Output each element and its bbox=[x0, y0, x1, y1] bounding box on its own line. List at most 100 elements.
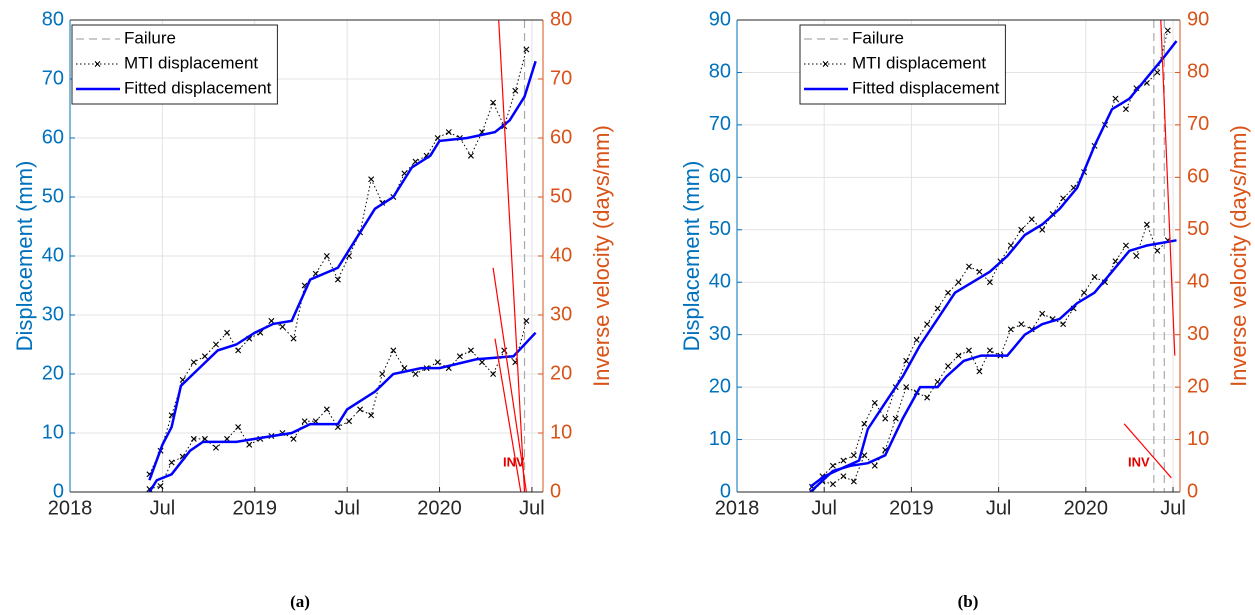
y2-tick-label: 90 bbox=[1187, 8, 1209, 30]
marker bbox=[850, 478, 857, 485]
marker bbox=[829, 462, 836, 469]
legend-label: Fitted displacement bbox=[852, 78, 1000, 97]
marker bbox=[871, 399, 878, 406]
y2-tick-label: 10 bbox=[550, 421, 572, 443]
marker bbox=[346, 418, 352, 425]
series-line bbox=[148, 331, 537, 492]
y2-tick-label: 40 bbox=[1187, 271, 1209, 293]
y2-tick-label: 60 bbox=[550, 126, 572, 148]
legend: Failure MTI displacement Fitted displaceme… bbox=[71, 24, 278, 105]
x-tick-label: Jul bbox=[150, 497, 176, 519]
marker bbox=[235, 347, 242, 354]
marker bbox=[512, 87, 519, 94]
marker bbox=[224, 435, 231, 442]
plot-area bbox=[809, 20, 1178, 492]
y-tick-label: 60 bbox=[42, 126, 64, 148]
plot-area bbox=[146, 20, 537, 492]
y2-tick-label: 50 bbox=[1187, 218, 1209, 240]
marker bbox=[1122, 242, 1129, 249]
x-tick-label: 2018 bbox=[715, 497, 760, 519]
marker bbox=[467, 347, 474, 354]
marker bbox=[965, 263, 972, 270]
marker bbox=[523, 46, 530, 53]
y-tick-label: 20 bbox=[42, 362, 64, 384]
y-tick-label: 90 bbox=[709, 8, 731, 30]
marker bbox=[368, 412, 375, 419]
inverse-velocity-line bbox=[492, 267, 527, 492]
marker bbox=[1154, 247, 1161, 254]
y-tick-label: 60 bbox=[709, 166, 731, 188]
y2-tick-label: 70 bbox=[550, 67, 572, 89]
y-tick-label: 10 bbox=[42, 421, 64, 443]
marker bbox=[1060, 195, 1067, 202]
marker bbox=[523, 317, 530, 324]
y2-tick-label: 40 bbox=[550, 244, 572, 266]
marker bbox=[976, 268, 983, 275]
marker bbox=[861, 452, 868, 459]
marker bbox=[1060, 321, 1067, 328]
marker bbox=[1028, 216, 1035, 223]
x-tick-label: 2018 bbox=[48, 497, 93, 519]
y2-axis-label: Inverse velocity (days/mm) bbox=[589, 125, 614, 387]
legend: Failure MTI displacement Fitted displaceme… bbox=[799, 24, 1006, 105]
y-tick-label: 0 bbox=[53, 480, 64, 502]
x-tick-label: 2020 bbox=[1064, 497, 1109, 519]
marker bbox=[1081, 289, 1088, 296]
marker bbox=[1164, 27, 1171, 34]
marker bbox=[1039, 226, 1046, 233]
y-tick-label: 30 bbox=[42, 303, 64, 325]
marker bbox=[224, 329, 231, 336]
y2-tick-label: 50 bbox=[550, 185, 572, 207]
y-tick-label: 20 bbox=[709, 375, 731, 397]
caption: (a) bbox=[290, 592, 310, 611]
panel: 2018 Jul 2019 Jul 2020 Jul0102030405060708090… bbox=[679, 8, 1251, 519]
marker bbox=[190, 435, 197, 442]
y-tick-label: 40 bbox=[42, 244, 64, 266]
marker bbox=[1143, 221, 1150, 228]
marker bbox=[1039, 310, 1046, 317]
y2-tick-label: 80 bbox=[1187, 61, 1209, 83]
marker bbox=[434, 359, 441, 366]
marker bbox=[850, 452, 857, 459]
legend-label: Fitted displacement bbox=[124, 78, 272, 97]
marker bbox=[201, 353, 208, 360]
y2-tick-label: 60 bbox=[1187, 166, 1209, 188]
x-tick-label: 2019 bbox=[233, 497, 278, 519]
y-axis-label: Displacement (mm) bbox=[679, 161, 704, 352]
marker bbox=[1007, 326, 1014, 333]
series-line bbox=[148, 60, 537, 481]
legend-label: Failure bbox=[124, 28, 176, 47]
marker bbox=[190, 359, 197, 366]
marker bbox=[903, 357, 910, 364]
series-line bbox=[809, 40, 1178, 488]
inverse-velocity-line bbox=[1160, 20, 1176, 356]
marker bbox=[986, 347, 993, 354]
marker bbox=[1018, 321, 1025, 328]
x-tick-label: Jul bbox=[811, 497, 837, 519]
marker bbox=[913, 336, 920, 343]
y2-tick-label: 0 bbox=[550, 480, 561, 502]
marker bbox=[412, 371, 419, 377]
marker bbox=[1018, 226, 1025, 233]
y2-tick-label: 30 bbox=[550, 303, 572, 325]
y-tick-label: 40 bbox=[709, 271, 731, 293]
y2-tick-label: 10 bbox=[1187, 428, 1209, 450]
y-tick-label: 50 bbox=[709, 218, 731, 240]
marker bbox=[201, 435, 208, 442]
annotation: INV bbox=[503, 454, 525, 469]
marker bbox=[157, 483, 164, 490]
marker bbox=[479, 359, 486, 366]
marker bbox=[965, 347, 972, 354]
y-tick-label: 30 bbox=[709, 323, 731, 345]
marker bbox=[840, 473, 847, 480]
x-tick-label: Jul bbox=[986, 497, 1012, 519]
inverse-velocity-line bbox=[1123, 423, 1172, 479]
series-line bbox=[809, 239, 1177, 492]
legend-marker bbox=[94, 61, 101, 67]
annotation: INV bbox=[1128, 454, 1150, 469]
marker bbox=[955, 352, 962, 359]
marker bbox=[268, 317, 275, 324]
y-tick-label: 10 bbox=[709, 428, 731, 450]
x-tick-label: 2019 bbox=[889, 497, 934, 519]
series-line bbox=[148, 49, 527, 475]
